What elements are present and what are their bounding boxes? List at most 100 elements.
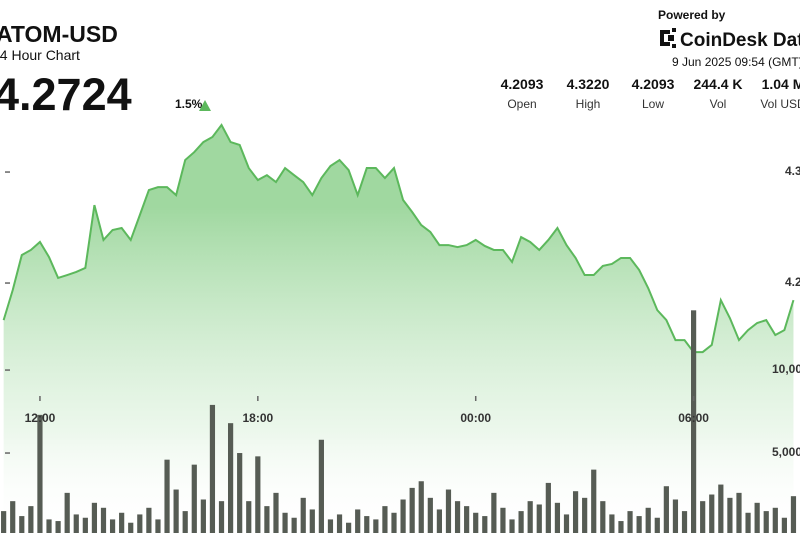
stat-label: High <box>576 97 601 111</box>
volume-bar <box>182 511 188 533</box>
volume-bar <box>364 516 370 533</box>
volume-bar <box>391 512 397 533</box>
timestamp: 9 Jun 2025 09:54 (GMT) <box>672 55 800 69</box>
y-tick-label: 4.25 <box>785 275 800 289</box>
volume-bar <box>100 507 107 533</box>
volume-bar <box>346 522 352 533</box>
volume-bar <box>227 423 234 533</box>
volume-bar <box>146 507 152 533</box>
volume-bar <box>527 501 533 533</box>
volume-bar <box>82 517 88 533</box>
volume-bar <box>427 497 433 533</box>
volume-bar <box>781 517 787 533</box>
volume-bar <box>327 519 334 533</box>
volume-bar <box>273 492 279 533</box>
volume-bar <box>482 516 488 533</box>
volume-bar <box>790 496 797 533</box>
volume-bar <box>137 514 143 533</box>
volume-bar <box>164 459 170 533</box>
volume-bar <box>291 517 297 533</box>
plot <box>1 123 797 533</box>
stat-label: Vol <box>710 97 727 111</box>
volume-bar <box>554 502 561 533</box>
stat-value: 4.3220 <box>567 76 610 92</box>
volume-bar <box>500 507 506 533</box>
title: ATOM-USD <box>0 21 118 47</box>
area-fill <box>3 124 794 533</box>
volume-bar <box>582 497 588 533</box>
x-tick-label: 06:00 <box>678 411 709 425</box>
volume-bar <box>91 502 98 533</box>
volume-bar <box>300 497 306 533</box>
volume-bar <box>627 511 633 533</box>
x-tick-label: 00:00 <box>460 411 491 425</box>
volume-bar <box>745 512 751 533</box>
volume-bar <box>445 489 452 533</box>
volume-bar <box>754 502 760 533</box>
up-arrow <box>199 100 211 111</box>
volume-bar <box>681 511 688 533</box>
volume-bar <box>46 519 52 533</box>
volume-bar <box>464 506 470 533</box>
volume-bar <box>19 516 25 533</box>
volume-bar <box>382 506 388 533</box>
volume-bar <box>200 499 206 533</box>
volume-bar <box>618 521 624 533</box>
volume-bar <box>663 486 669 533</box>
stat-label: Vol USD <box>760 97 800 111</box>
volume-bar <box>454 501 461 533</box>
volume-bar <box>418 481 424 533</box>
volume-bar <box>436 509 443 533</box>
stats: 4.2093 Open 4.3220 High 4.2093 Low 244.4… <box>501 76 800 111</box>
volume-bar <box>772 507 778 533</box>
volume-bar <box>400 499 406 533</box>
y-tick-label: 4.3 <box>785 164 800 178</box>
volume-bar <box>518 511 524 533</box>
volume-bar <box>509 519 515 533</box>
volume-bar <box>1 511 7 533</box>
volume-bar <box>545 482 551 533</box>
volume-bar <box>28 506 34 533</box>
volume-bar <box>609 514 615 533</box>
volume-bar <box>264 506 270 533</box>
volume-bar <box>255 456 261 533</box>
volume-bar <box>645 507 651 533</box>
stat-value: 244.4 K <box>693 76 742 92</box>
subtitle: 24 Hour Chart <box>0 47 80 63</box>
price-line <box>2 123 795 354</box>
volume-bar <box>119 512 125 533</box>
stat-value: 4.2093 <box>501 76 544 92</box>
volume-bar <box>246 501 252 533</box>
stat-value: 4.2093 <box>632 76 675 92</box>
x-tick-label: 12:00 <box>25 411 56 425</box>
volume-bar <box>563 514 570 533</box>
volume-bar <box>37 414 43 533</box>
volume-bar <box>10 501 16 533</box>
y2-tick-label: 10,000 <box>772 362 800 376</box>
price: 4.2724 <box>0 69 132 120</box>
y2-tick-label: 5,000 <box>772 445 800 459</box>
volume-bar <box>318 439 324 533</box>
stat-label: Open <box>507 97 536 111</box>
volume-bar <box>763 511 769 533</box>
brand-logo <box>660 28 676 48</box>
stat-value: 1.04 M <box>762 76 800 92</box>
volume-bar <box>237 453 243 533</box>
volume-bar <box>491 492 497 533</box>
volume-bar <box>572 491 579 533</box>
volume-bar <box>591 469 597 533</box>
volume-bar <box>336 514 343 533</box>
volume-bar <box>636 516 642 533</box>
volume-bar <box>709 494 715 533</box>
volume-bar <box>209 404 216 533</box>
volume-bar <box>736 492 742 533</box>
volume-bar <box>373 519 379 533</box>
volume-bar <box>600 501 606 533</box>
volume-bar <box>155 519 161 533</box>
volume-bar <box>173 489 179 533</box>
volume-bar <box>690 310 697 533</box>
volume-bar <box>282 512 288 533</box>
volume-bar <box>355 509 361 533</box>
